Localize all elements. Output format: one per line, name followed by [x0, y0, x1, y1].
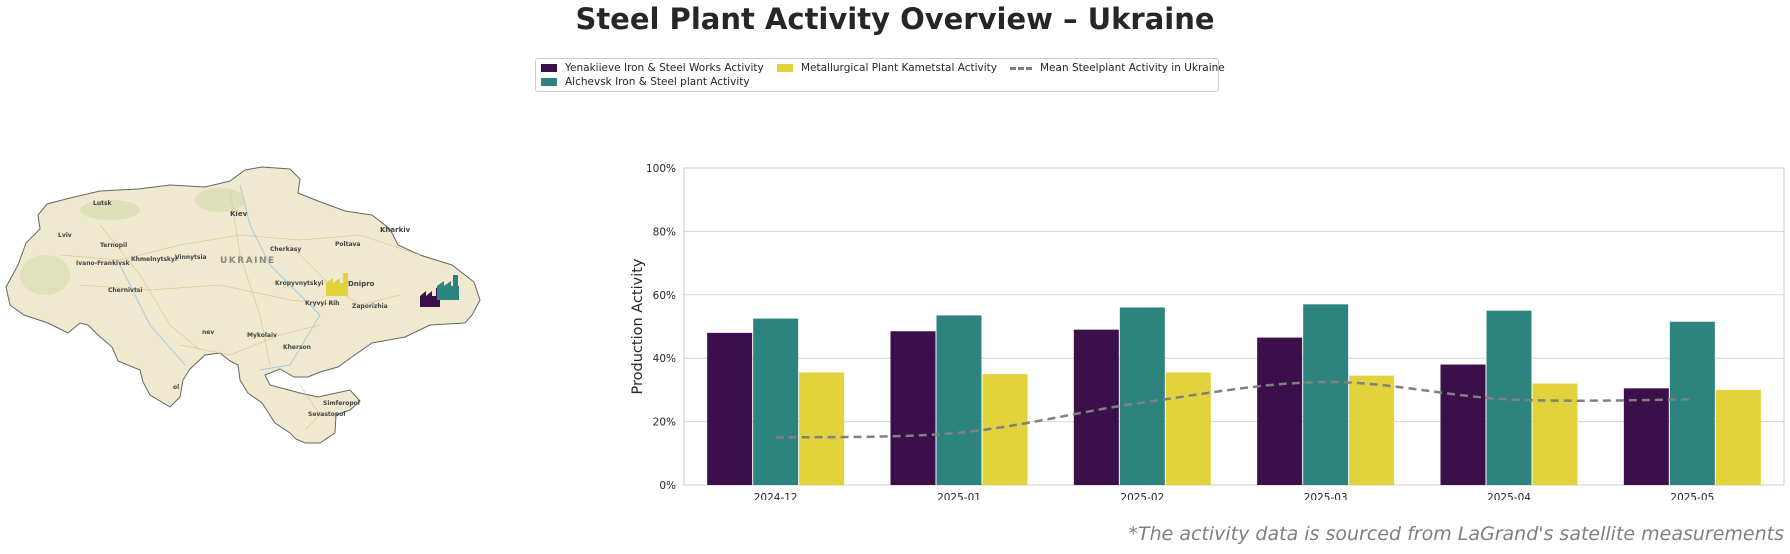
city-label-dnipro: Dnipro — [348, 280, 375, 288]
city-label-kherson: Kherson — [283, 344, 311, 351]
city-label-kiev: Kiev — [230, 210, 248, 218]
plot-frame — [683, 167, 1785, 486]
y-tick-label: 60% — [653, 290, 676, 302]
bar — [936, 315, 982, 485]
bar-chart-svg: 0% 20% 40% 60% 80% 100% Production Activity 202… — [630, 163, 1785, 504]
legend-item-alchevsk: Alchevsk Iron & Steel plant Activity — [541, 76, 750, 88]
bar — [753, 318, 799, 485]
legend-item-mean: Mean Steelplant Activity in Ukraine — [1010, 62, 1225, 74]
bar — [1486, 310, 1532, 485]
bar — [1669, 321, 1715, 485]
x-tick-label: 2025-04 — [1487, 492, 1531, 500]
production-chart: 0% 20% 40% 60% 80% 100% Production Activity 202… — [620, 160, 1790, 504]
city-label-partial-nev: nev — [202, 329, 214, 336]
ukraine-map: Lutsk Kiev Kharkiv Lviv Ternopil Khmelny… — [0, 165, 485, 490]
city-label-ivano-frankivsk: Ivano-Frankivsk — [76, 260, 131, 267]
city-label-partial-ol: ol — [173, 384, 179, 391]
factory-icon-kametstal — [326, 273, 348, 296]
city-label-kropyvnytskyi: Kropyvnytskyi — [275, 280, 323, 287]
y-tick-label: 100% — [646, 163, 676, 175]
bar — [707, 332, 753, 485]
bar — [1349, 375, 1395, 485]
y-axis-label: Production Activity — [630, 258, 646, 394]
x-tick-label: 2025-05 — [1670, 492, 1714, 500]
legend-label-mean: Mean Steelplant Activity in Ukraine — [1040, 62, 1225, 74]
map-country-label: UKRAINE — [220, 256, 276, 266]
legend-swatch-kametstal — [777, 64, 793, 72]
bar — [1303, 304, 1349, 485]
city-label-poltava: Poltava — [335, 241, 360, 248]
bar — [1165, 372, 1211, 485]
legend-item-kametstal: Metallurgical Plant Kametstal Activity — [777, 62, 997, 74]
legend-swatch-yenakiieve — [541, 64, 557, 72]
city-label-vinnytsia: Vinnytsia — [175, 254, 207, 261]
x-tick-label: 2024-12 — [754, 492, 798, 500]
city-label-ternopil: Ternopil — [100, 242, 127, 249]
city-label-khmelnytskyi: Khmelnytskyi — [131, 256, 177, 263]
bar — [1119, 307, 1165, 485]
page-title: Steel Plant Activity Overview – Ukraine — [575, 2, 1215, 36]
map-roads — [59, 189, 421, 431]
city-label-simferopol: Simferopol — [323, 400, 360, 407]
city-label-kryvyi-rih: Kryvyi Rih — [305, 300, 339, 307]
legend-swatch-mean — [1010, 66, 1032, 70]
map-forests — [20, 188, 245, 295]
mean-activity-line — [775, 380, 1693, 439]
factory-icon-alchevsk — [437, 275, 459, 300]
y-tick-label: 80% — [653, 226, 676, 238]
legend-label-alchevsk: Alchevsk Iron & Steel plant Activity — [565, 76, 750, 88]
city-label-kharkiv: Kharkiv — [380, 226, 411, 234]
city-label-sevastopol: Sevastopol — [308, 411, 345, 418]
map-city-labels: Lutsk Kiev Kharkiv Lviv Ternopil Khmelny… — [58, 200, 411, 418]
ukraine-map-svg: Lutsk Kiev Kharkiv Lviv Ternopil Khmelny… — [5, 166, 481, 444]
bar — [1715, 389, 1761, 485]
x-tick-label: 2025-02 — [1120, 492, 1164, 500]
chart-legend: Yenakiieve Iron & Steel Works Activity A… — [535, 58, 1225, 92]
city-label-lviv: Lviv — [58, 232, 72, 239]
city-label-cherkasy: Cherkasy — [270, 246, 301, 253]
bar — [799, 372, 845, 485]
legend-swatch-alchevsk — [541, 78, 557, 86]
ukraine-country-shape — [5, 166, 481, 444]
data-source-footnote: *The activity data is sourced from LaGra… — [1128, 523, 1784, 545]
y-tick-label: 0% — [659, 480, 676, 492]
legend-item-yenakiieve: Yenakiieve Iron & Steel Works Activity — [541, 62, 764, 74]
x-tick-label: 2025-03 — [1304, 492, 1348, 500]
bar — [890, 331, 936, 485]
bar — [1532, 383, 1578, 485]
bar — [1257, 337, 1303, 485]
legend-label-yenakiieve: Yenakiieve Iron & Steel Works Activity — [565, 62, 764, 74]
y-tick-label: 20% — [653, 417, 676, 429]
y-tick-label: 40% — [653, 353, 676, 365]
city-label-mykolaiv: Mykolaiv — [247, 332, 277, 339]
bar — [1623, 388, 1669, 485]
legend-label-kametstal: Metallurgical Plant Kametstal Activity — [801, 62, 998, 74]
city-label-chernivtsi: Chernivtsi — [108, 287, 142, 294]
map-rivers — [119, 184, 321, 371]
city-label-zaporizhia: Zaporizhia — [352, 303, 388, 310]
x-tick-label: 2025-01 — [937, 492, 981, 500]
bar — [1073, 329, 1119, 485]
bar — [1440, 364, 1486, 485]
city-label-lutsk: Lutsk — [93, 200, 113, 207]
